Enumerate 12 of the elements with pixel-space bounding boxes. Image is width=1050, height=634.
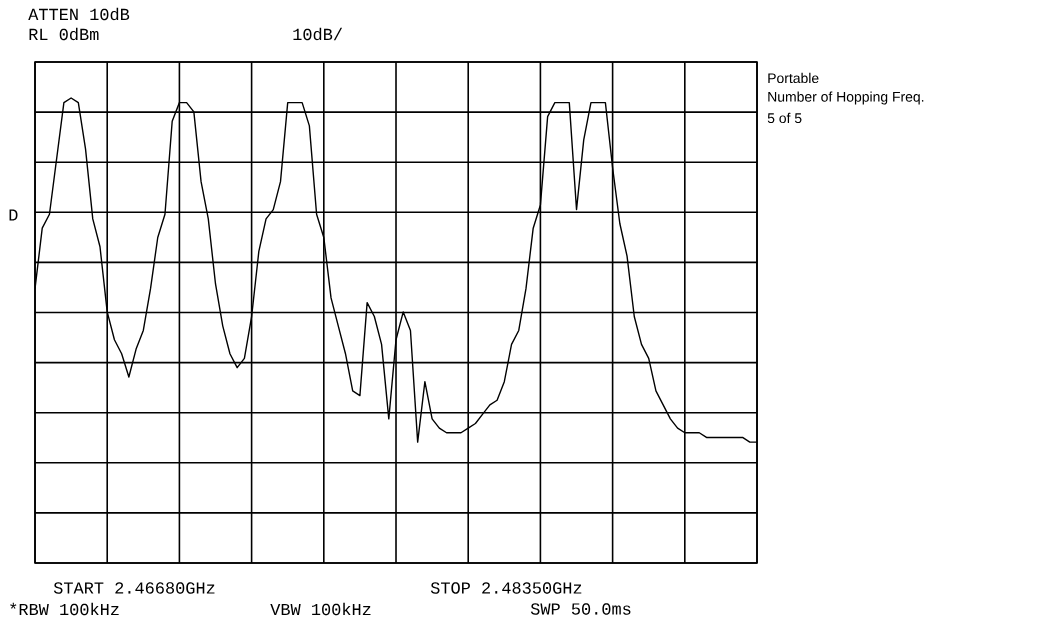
text: 5 of 5 [767,112,802,124]
text: Portable [768,72,819,84]
text: VBW 100kHz [270,602,371,616]
text: *RBW 100kHz [10,602,119,616]
text: Number of Hopping Freq. [768,91,924,105]
text: STOP 2.48350GHz [430,582,582,594]
text: ATTEN 10dB [28,7,130,21]
text: START 2.46680GHz [53,582,215,594]
text: 10dB/ [293,27,343,41]
text: D [9,209,18,221]
text: RL 0dBm [29,27,99,41]
text: SWP 50.0ms [530,603,631,615]
